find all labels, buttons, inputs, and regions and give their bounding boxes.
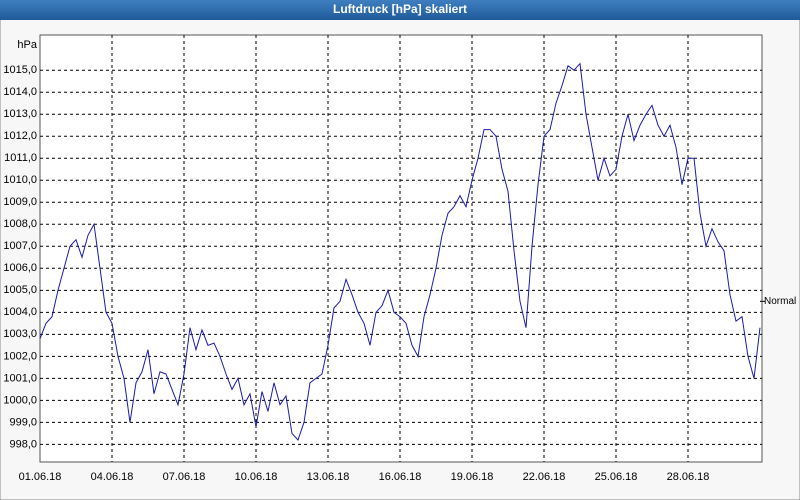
x-tick-label: 22.06.18 (523, 471, 566, 483)
reference-label: Normal (764, 296, 796, 307)
y-tick-label: 998,0 (9, 438, 37, 450)
y-tick-label: 999,0 (9, 416, 37, 428)
y-tick-label: 1005,0 (3, 284, 37, 296)
y-tick-label: 1011,0 (4, 152, 37, 164)
y-tick-label: 1006,0 (3, 262, 37, 274)
y-tick-label: 1007,0 (3, 240, 37, 252)
x-tick-label: 01.06.18 (19, 471, 62, 483)
x-tick-label: 16.06.18 (379, 471, 422, 483)
y-tick-label: 1001,0 (3, 372, 37, 384)
y-unit: hPa (17, 39, 37, 51)
x-tick-label: 10.06.18 (235, 471, 278, 483)
plot-area (39, 34, 763, 463)
line-series (39, 62, 761, 441)
x-tick-label: 28.06.18 (667, 471, 710, 483)
x-tick-label: 25.06.18 (595, 471, 638, 483)
chart-title: Luftdruck [hPa] skaliert (333, 2, 467, 16)
y-tick-label: 1012,0 (3, 130, 37, 142)
x-tick-label: 19.06.18 (451, 471, 494, 483)
y-tick-label: 1013,0 (3, 108, 37, 120)
y-tick-label: 1004,0 (3, 306, 37, 318)
y-tick-label: 1014,0 (3, 86, 37, 98)
y-tick-label: 1003,0 (3, 328, 37, 340)
y-tick-label: 1008,0 (3, 218, 37, 230)
y-tick-label: 1000,0 (3, 394, 37, 406)
x-tick-label: 04.06.18 (91, 471, 134, 483)
title-bar (0, 0, 800, 20)
y-tick-label: 1009,0 (3, 196, 37, 208)
x-tick-label: 07.06.18 (163, 471, 206, 483)
y-tick-label: 1002,0 (3, 350, 37, 362)
y-tick-label: 1010,0 (3, 174, 37, 186)
y-tick-label: 1015,0 (3, 64, 37, 76)
x-tick-label: 13.06.18 (307, 471, 350, 483)
